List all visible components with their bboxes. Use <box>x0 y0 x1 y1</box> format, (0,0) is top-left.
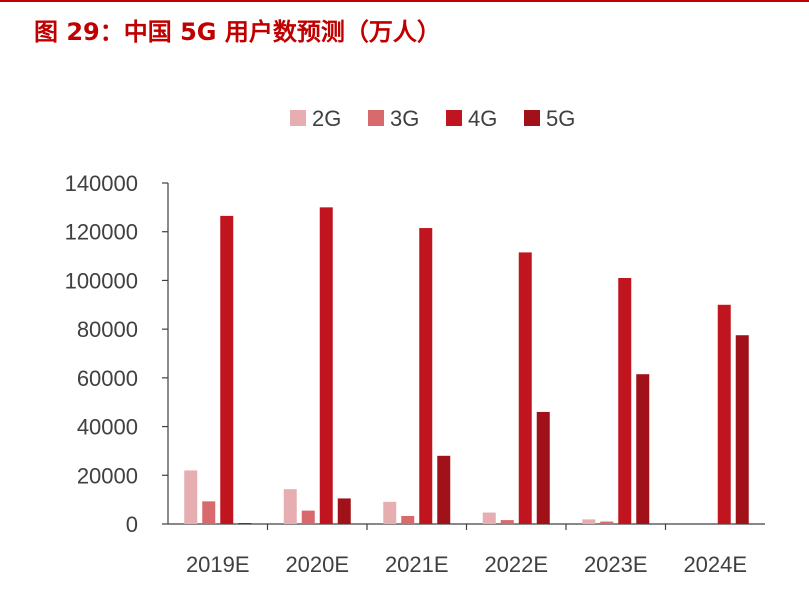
legend-swatch-4g <box>446 110 462 126</box>
legend-label-5g: 5G <box>546 106 575 131</box>
bar-5g-2020e <box>338 498 351 524</box>
bar-3g-2019e <box>202 501 215 524</box>
legend-label-3g: 3G <box>390 106 419 131</box>
bar-2g-2019e <box>184 470 197 524</box>
bar-5g-2022e <box>537 412 550 524</box>
y-tick-label: 0 <box>126 512 138 537</box>
legend-label-2g: 2G <box>312 106 341 131</box>
bar-3g-2021e <box>401 516 414 524</box>
bars <box>184 207 749 524</box>
x-axis: 2019E 2020E 2021E 2022E 2023E 2024E <box>168 524 765 577</box>
y-tick-label: 60000 <box>77 366 138 391</box>
bar-3g-2023e <box>600 522 613 524</box>
y-tick-label: 120000 <box>65 220 138 245</box>
y-tick-label: 80000 <box>77 317 138 342</box>
bar-4g-2023e <box>618 278 631 524</box>
legend-label-4g: 4G <box>468 106 497 131</box>
legend-swatch-2g <box>290 110 306 126</box>
y-tick-label: 100000 <box>65 268 138 293</box>
y-tick-label: 40000 <box>77 415 138 440</box>
bar-4g-2020e <box>320 207 333 524</box>
bar-5g-2024e <box>736 335 749 524</box>
x-tick-label: 2023E <box>584 552 648 577</box>
legend: 2G 3G 4G 5G <box>290 106 575 131</box>
bar-2g-2020e <box>284 489 297 524</box>
bar-2g-2022e <box>483 513 496 524</box>
bar-5g-2021e <box>437 456 450 524</box>
x-tick-label: 2019E <box>186 552 250 577</box>
y-tick-label: 140000 <box>65 171 138 196</box>
bar-3g-2022e <box>501 520 514 524</box>
bar-4g-2024e <box>718 305 731 524</box>
bar-5g-2019e <box>238 523 251 524</box>
x-tick-label: 2022E <box>484 552 548 577</box>
x-tick-label: 2021E <box>385 552 449 577</box>
legend-swatch-3g <box>368 110 384 126</box>
bar-4g-2019e <box>220 216 233 524</box>
bar-5g-2023e <box>636 374 649 524</box>
bar-2g-2021e <box>383 502 396 524</box>
bar-4g-2021e <box>419 228 432 524</box>
x-tick-label: 2024E <box>683 552 747 577</box>
bar-2g-2023e <box>582 519 595 524</box>
y-tick-label: 20000 <box>77 463 138 488</box>
x-tick-label: 2020E <box>285 552 349 577</box>
bar-4g-2022e <box>519 252 532 524</box>
y-axis: 0 20000 40000 60000 80000 100000 120000 140000 <box>65 171 168 537</box>
bar-3g-2020e <box>302 511 315 524</box>
legend-swatch-5g <box>524 110 540 126</box>
